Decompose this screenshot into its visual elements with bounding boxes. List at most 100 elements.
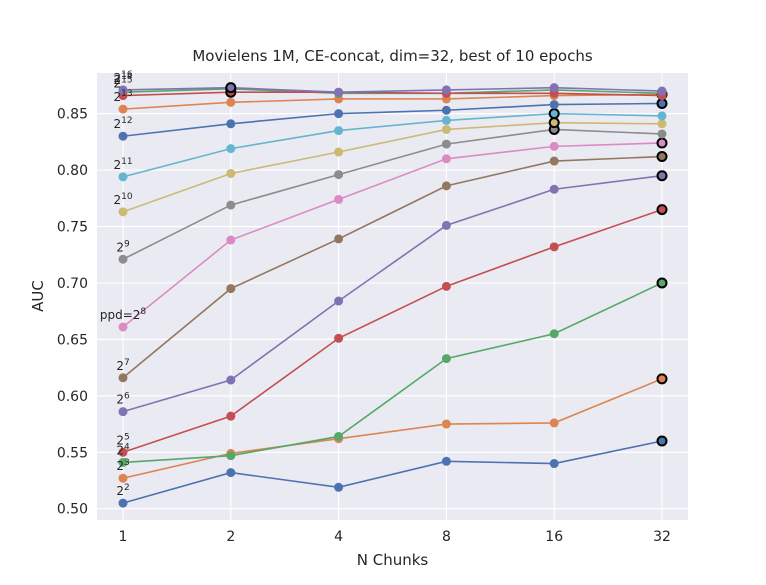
- x-tick-labels: 1 2 4 8 16 32: [119, 529, 671, 545]
- data-point: [226, 375, 236, 385]
- series-line: [122, 142, 663, 328]
- series-line: [122, 93, 663, 110]
- y-tick-label: 0.80: [57, 163, 88, 179]
- data-point: [441, 85, 451, 95]
- data-point: [118, 322, 128, 332]
- x-axis-label: N Chunks: [357, 551, 429, 569]
- series-line: [122, 208, 663, 454]
- series-line: [122, 112, 663, 178]
- series-line: [122, 155, 663, 379]
- data-point: [118, 254, 128, 264]
- data-point: [118, 457, 128, 467]
- series-line: [122, 91, 663, 97]
- data-point: [226, 451, 236, 461]
- y-tick-label: 0.75: [57, 220, 88, 236]
- best-point-marker: [656, 373, 668, 385]
- data-point: [118, 85, 128, 95]
- data-point: [226, 468, 236, 478]
- y-tick-label: 0.60: [57, 389, 88, 405]
- y-tick-label: 0.65: [57, 332, 88, 348]
- series-label: 25: [116, 432, 129, 447]
- series-label: 216: [113, 70, 132, 85]
- x-tick-label: 2: [226, 529, 235, 545]
- data-point: [118, 473, 128, 483]
- series-label: 27: [116, 358, 129, 373]
- best-point-marker: [656, 277, 668, 289]
- x-tick-label: 8: [442, 529, 451, 545]
- series-2-2: [118, 435, 668, 508]
- series-line: [122, 86, 663, 93]
- series-2-10: [118, 117, 667, 217]
- series-2-11: [118, 108, 667, 182]
- series-line: [122, 128, 663, 260]
- series-line: [122, 282, 663, 464]
- data-point: [549, 242, 559, 252]
- data-point: [334, 126, 344, 136]
- data-point: [441, 124, 451, 134]
- data-point: [549, 156, 559, 166]
- series-2-7: [118, 151, 668, 383]
- series-label: 214: [113, 72, 132, 87]
- y-axis-label: AUC: [29, 280, 47, 312]
- series-label: ppd=28: [100, 307, 147, 322]
- data-point: [441, 139, 451, 149]
- data-point: [334, 109, 344, 119]
- data-point: [657, 119, 667, 129]
- best-point-marker: [225, 82, 237, 94]
- x-tick-label: 4: [334, 529, 343, 545]
- x-tick-label: 16: [545, 529, 563, 545]
- data-point: [334, 333, 344, 343]
- data-point: [118, 172, 128, 182]
- series-line: [122, 102, 663, 138]
- data-point: [334, 296, 344, 306]
- series-label: 211: [113, 157, 132, 172]
- best-point-marker: [656, 170, 668, 182]
- data-point: [118, 131, 128, 141]
- chart-title: Movielens 1M, CE-concat, dim=32, best of…: [192, 47, 593, 65]
- series-ppd-2-8: [118, 137, 668, 332]
- plot-background: [97, 73, 688, 520]
- series-2-12: [118, 97, 668, 141]
- data-point: [657, 111, 667, 121]
- series-label: 215: [113, 76, 132, 91]
- series-label: 213: [113, 89, 132, 104]
- data-point: [441, 220, 451, 230]
- data-point: [226, 200, 236, 210]
- series-label: 22: [116, 483, 129, 498]
- data-point: [441, 354, 451, 364]
- data-point: [118, 498, 128, 508]
- data-point: [226, 97, 236, 107]
- y-tick-label: 0.55: [57, 445, 88, 461]
- y-tick-labels: 0.50 0.55 0.60 0.65 0.70 0.75 0.80 0.85: [57, 107, 88, 518]
- best-point-marker: [656, 137, 668, 149]
- data-point: [441, 154, 451, 164]
- series-line: [122, 440, 663, 504]
- data-point: [334, 194, 344, 204]
- x-tick-label: 32: [653, 529, 671, 545]
- data-point: [441, 419, 451, 429]
- data-point: [549, 418, 559, 428]
- y-tick-label: 0.70: [57, 276, 88, 292]
- series-label: 29: [116, 239, 130, 254]
- data-point: [334, 170, 344, 180]
- data-point: [549, 184, 559, 194]
- data-point: [226, 411, 236, 421]
- data-point: [118, 207, 128, 217]
- data-point: [441, 456, 451, 466]
- data-point: [441, 281, 451, 291]
- data-point: [118, 447, 128, 457]
- data-point: [334, 87, 344, 97]
- data-point: [549, 100, 559, 110]
- grid-lines: [97, 73, 688, 520]
- series-2-5: [118, 204, 668, 457]
- data-point: [334, 482, 344, 492]
- data-point: [549, 83, 559, 93]
- best-point-marker: [548, 108, 560, 120]
- data-point: [334, 147, 344, 157]
- best-point-marker: [656, 97, 668, 109]
- series-label: 210: [113, 192, 132, 207]
- data-point: [657, 129, 667, 139]
- data-point: [334, 431, 344, 441]
- data-point: [334, 234, 344, 244]
